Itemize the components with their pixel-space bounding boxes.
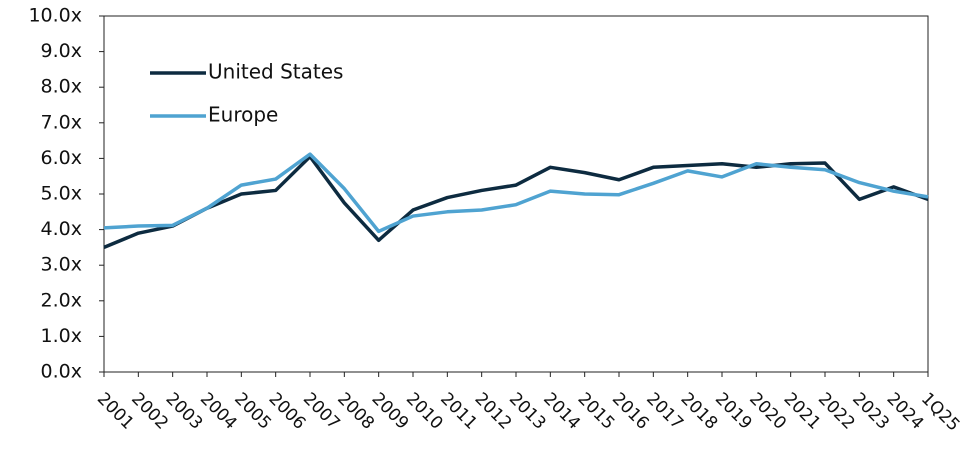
line-series [103,152,929,234]
x-tick-label: 2018 [677,389,722,434]
x-tick-label: 2023 [848,389,893,434]
y-tick-label: 8.0x [41,76,82,98]
x-tick-label: 2022 [814,389,859,434]
x-tick-label: 2013 [505,389,550,434]
x-tick-label: 2015 [574,389,619,434]
line-series [103,154,929,250]
y-tick-label: 3.0x [41,254,82,276]
y-tick-label: 1.0x [41,325,82,347]
x-tick-label: 2011 [436,389,481,434]
x-tick-label: 2021 [780,389,825,434]
x-tick-label: 1Q25 [917,389,964,436]
x-tick-label: 2009 [368,389,413,434]
x-tick-label: 2003 [162,389,207,434]
y-tick-label: 5.0x [41,183,82,205]
y-tick-label: 9.0x [41,40,82,62]
y-tick-label: 2.0x [41,289,82,311]
x-tick-label: 2002 [127,389,172,434]
x-tick-label: 2005 [230,389,275,434]
x-tick-label: 2001 [93,389,138,434]
legend-label: Europe [208,103,278,127]
y-tick-label: 4.0x [41,218,82,240]
x-tick-label: 2020 [745,389,790,434]
x-tick-label: 2012 [471,389,516,434]
x-tick-label: 2016 [608,389,653,434]
legend-label: United States [208,60,343,84]
x-tick-label: 2004 [196,389,241,434]
x-tick-label: 2019 [711,389,756,434]
x-tick-label: 2024 [883,389,928,434]
y-tick-label: 0.0x [41,361,82,383]
y-tick-label: 6.0x [41,147,82,169]
x-tick-label: 2017 [642,389,687,434]
y-tick-label: 7.0x [41,111,82,133]
x-tick-label: 2010 [402,389,447,434]
x-tick-label: 2007 [299,389,344,434]
y-tick-label: 10.0x [28,5,82,27]
x-tick-label: 2014 [539,389,584,434]
x-tick-label: 2006 [265,389,310,434]
x-tick-label: 2008 [333,389,378,434]
